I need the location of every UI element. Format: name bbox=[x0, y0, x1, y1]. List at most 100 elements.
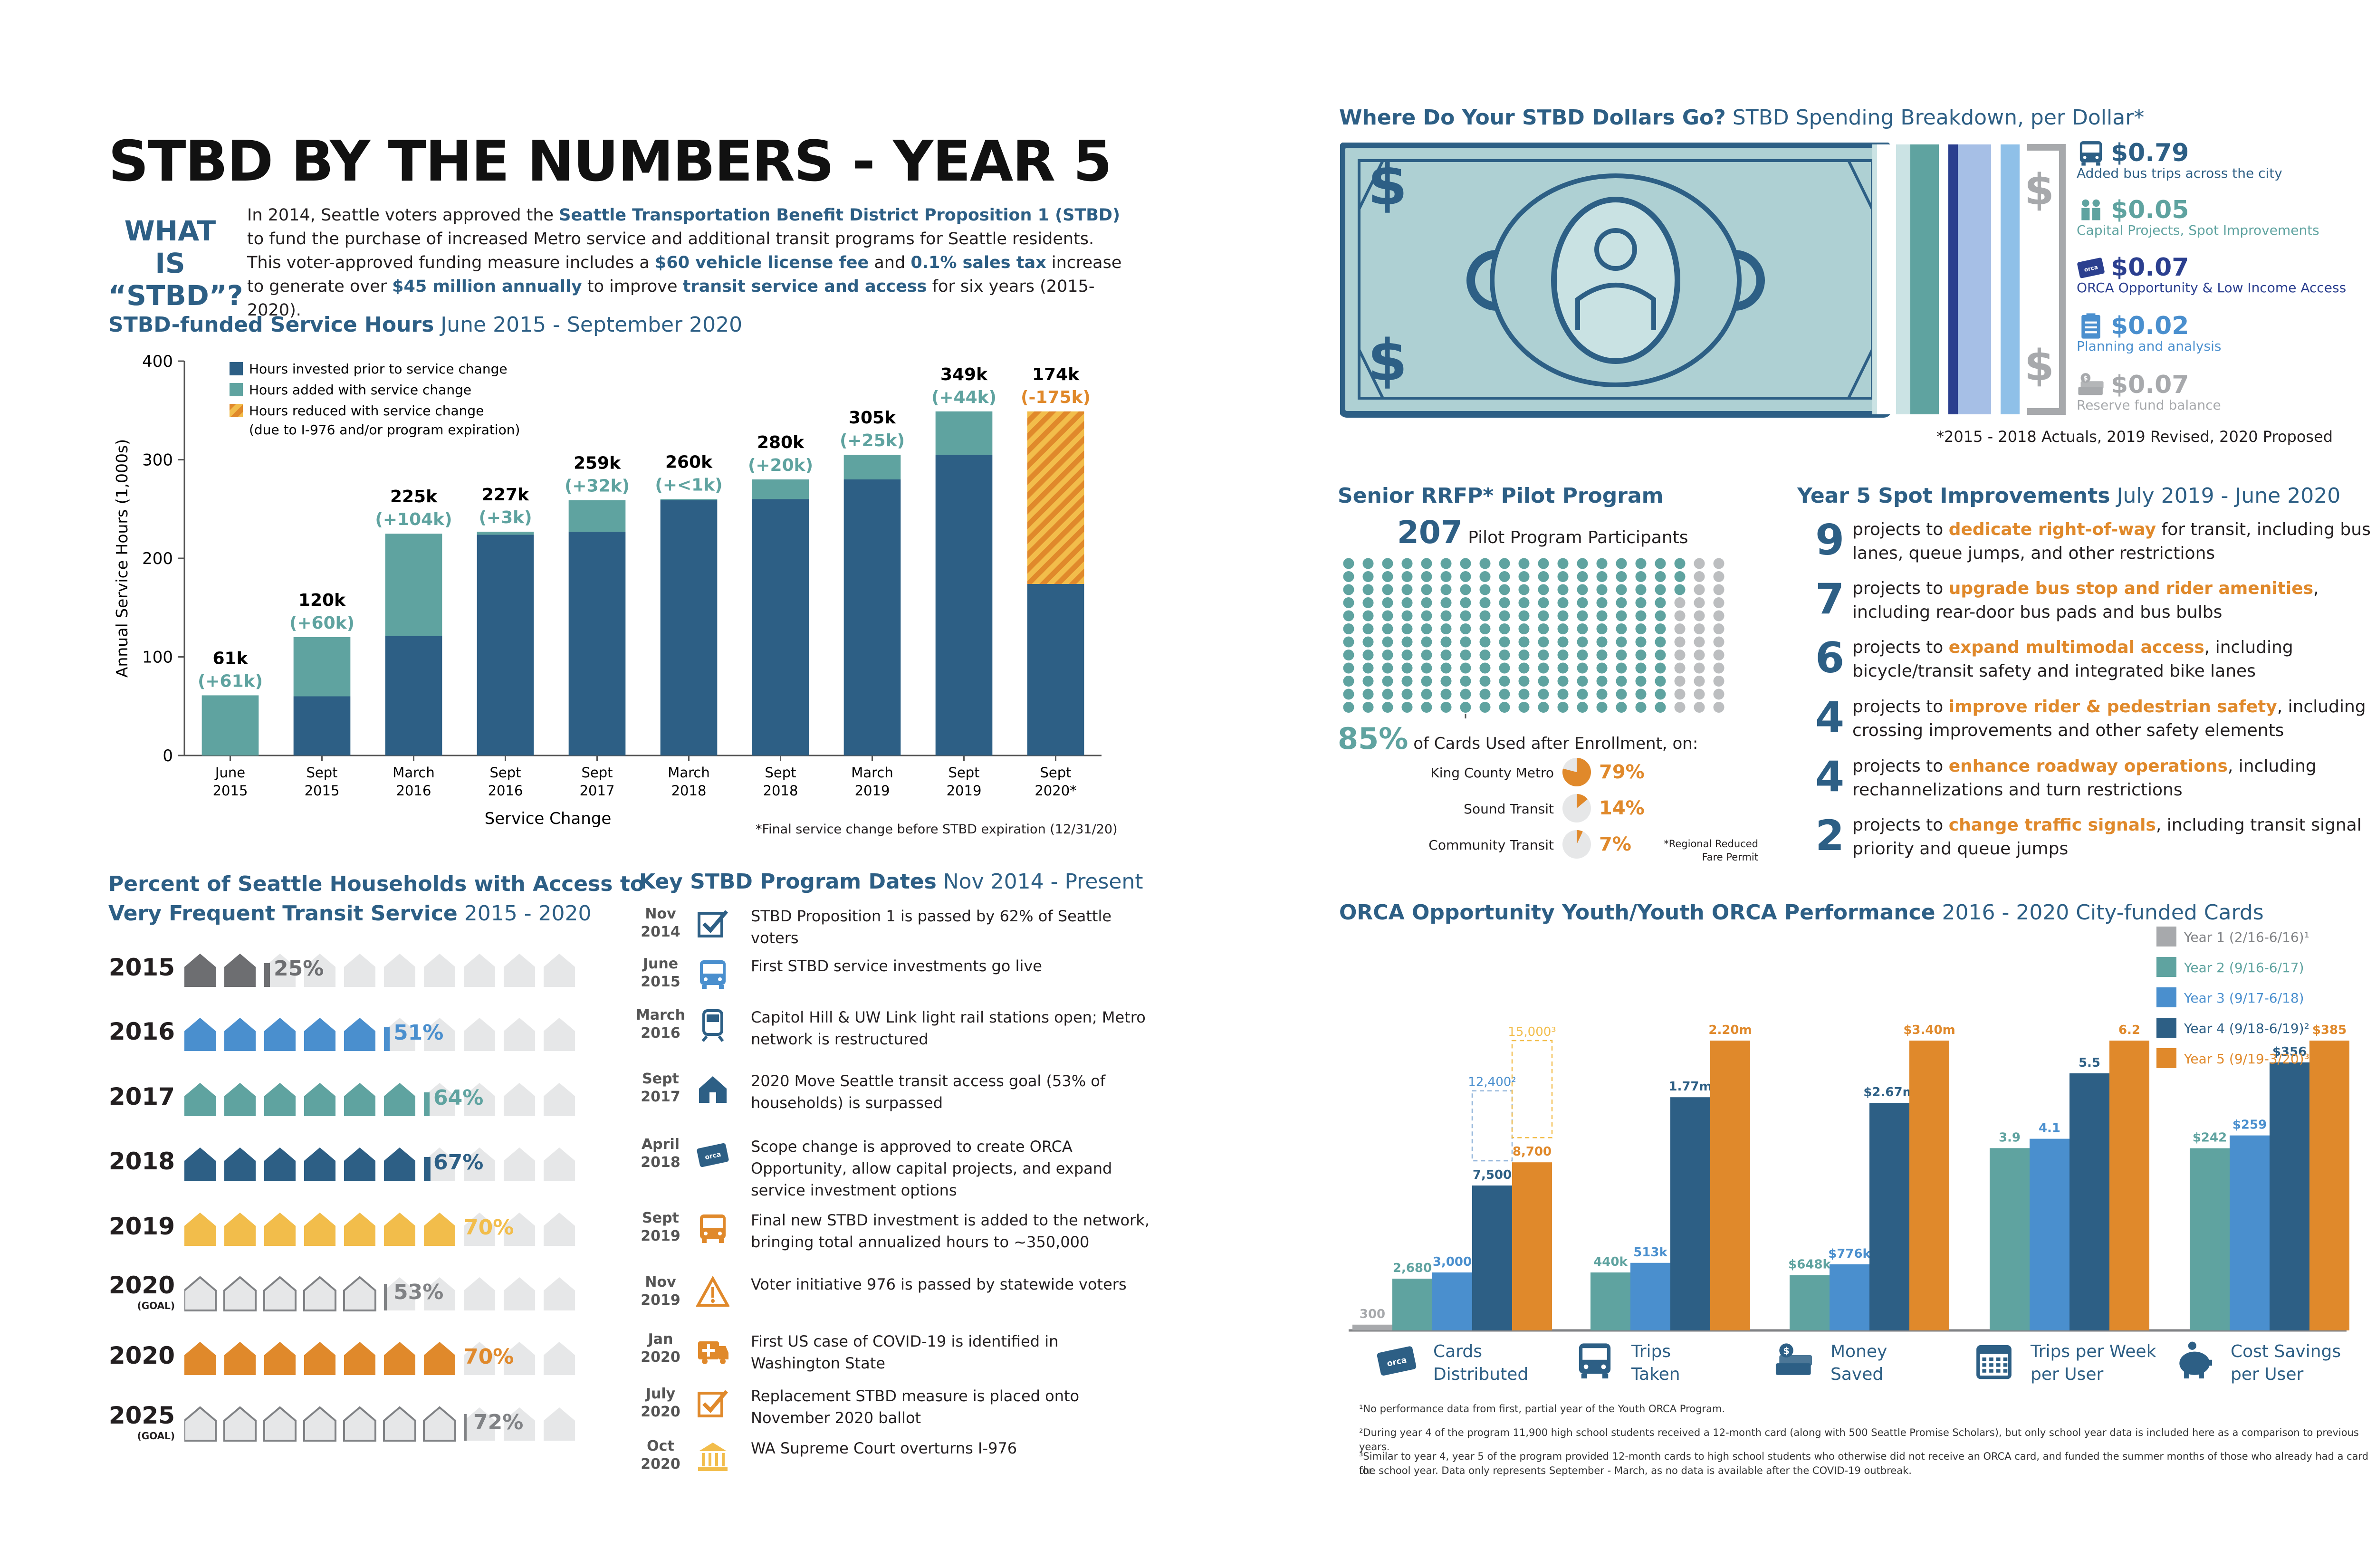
house-icon bbox=[304, 1342, 335, 1375]
spot-text: projects to upgrade bus stop and rider a… bbox=[1852, 577, 2376, 624]
participant-dot bbox=[1635, 584, 1647, 595]
house-icon bbox=[424, 1213, 455, 1246]
participant-dot bbox=[1401, 662, 1413, 674]
participant-dot bbox=[1479, 558, 1491, 569]
bus-icon bbox=[696, 957, 729, 991]
participant-dot bbox=[1460, 584, 1471, 595]
house-icon bbox=[224, 1407, 256, 1441]
house-icon bbox=[464, 1277, 495, 1310]
date-text: First STBD service investments go live bbox=[751, 957, 1042, 975]
participant-dot bbox=[1635, 662, 1647, 674]
participant-dot bbox=[1401, 702, 1413, 713]
participant-dot bbox=[1382, 623, 1393, 634]
participant-dot bbox=[1538, 650, 1549, 660]
bar-segment-2 bbox=[293, 637, 351, 697]
participant-dot bbox=[1655, 636, 1666, 648]
house-icon bbox=[504, 1277, 535, 1310]
households-heading-line2: Very Frequent Transit Service bbox=[108, 901, 458, 926]
empty-dot bbox=[1713, 558, 1725, 569]
participant-dot bbox=[1616, 688, 1627, 700]
participant-dot bbox=[1460, 676, 1471, 687]
date-year: 2016 bbox=[641, 1025, 680, 1042]
date-row: Sept 2017 2020 Move Seattle transit access… bbox=[632, 1070, 1145, 1118]
spot-text-post: , including transit signal priority and … bbox=[1852, 815, 2362, 859]
participant-dot bbox=[1499, 584, 1510, 595]
participant-dot bbox=[1499, 650, 1510, 660]
house-icon bbox=[184, 1277, 216, 1310]
money-stack-icon: $ bbox=[2078, 373, 2104, 395]
participant-dot bbox=[1343, 676, 1354, 687]
house-icon bbox=[184, 1276, 217, 1311]
bar-change-label: (+61k) bbox=[198, 671, 263, 691]
house-icon bbox=[264, 954, 296, 987]
piggy-leg bbox=[2199, 1371, 2204, 1379]
house-icon bbox=[344, 1342, 375, 1375]
y-axis-label: Annual Service Hours (1,000s) bbox=[113, 439, 131, 678]
participant-dot bbox=[1382, 662, 1393, 674]
date-month: Sept bbox=[642, 1071, 679, 1087]
house-icon bbox=[464, 1213, 495, 1246]
ambulance-wheel bbox=[702, 1358, 708, 1364]
bar-value-label: 513k bbox=[1633, 1245, 1667, 1260]
participant-dot bbox=[1557, 584, 1569, 595]
participant-dot bbox=[1421, 610, 1432, 621]
date-month: July bbox=[645, 1386, 676, 1402]
date-month: March bbox=[635, 1007, 686, 1023]
participant-dot bbox=[1635, 558, 1647, 569]
participant-dot bbox=[1557, 571, 1569, 582]
participant-dot bbox=[1518, 702, 1530, 713]
house-icon bbox=[224, 1213, 256, 1246]
household-year: 2025 bbox=[108, 1402, 175, 1429]
house-icon bbox=[184, 1147, 216, 1181]
house-icon bbox=[384, 1277, 415, 1310]
empty-dot bbox=[1674, 636, 1686, 648]
person-head bbox=[2082, 199, 2089, 207]
pie-slice bbox=[1577, 794, 1588, 808]
person-body bbox=[2081, 208, 2090, 220]
train-body bbox=[702, 1009, 723, 1036]
participant-dot bbox=[1479, 636, 1491, 648]
participant-dot bbox=[1616, 610, 1627, 621]
intro-t2: to fund the purchase of increased Metro … bbox=[247, 229, 1094, 272]
pie-slice bbox=[1562, 758, 1591, 786]
household-icons bbox=[184, 1083, 575, 1116]
participant-dot bbox=[1362, 636, 1374, 648]
participant-dot bbox=[1440, 688, 1452, 700]
calendar-cell bbox=[1996, 1369, 2001, 1373]
checkbox-box bbox=[698, 1392, 723, 1417]
house-icon bbox=[344, 1407, 375, 1441]
participant-dot bbox=[1382, 597, 1393, 608]
participant-dot bbox=[1635, 610, 1647, 621]
participant-dot bbox=[1440, 676, 1452, 687]
legend-label: Hours reduced with service change bbox=[249, 403, 484, 419]
house-icon bbox=[344, 1277, 375, 1310]
house-partial-icon bbox=[424, 1157, 431, 1181]
category-label: Cards bbox=[1433, 1342, 1482, 1361]
bus-light bbox=[1601, 1364, 1606, 1369]
house-partial-icon bbox=[384, 1284, 387, 1310]
dollar-bill-corners bbox=[1358, 160, 1874, 399]
bar-year-5 bbox=[1512, 1162, 1552, 1330]
household-row: 2018 67% bbox=[108, 1142, 603, 1189]
money-bill bbox=[1779, 1355, 1812, 1366]
household-pct: 25% bbox=[274, 956, 324, 981]
house-icon bbox=[263, 1406, 297, 1442]
participant-dot bbox=[1577, 623, 1588, 634]
ambulance-cab bbox=[719, 1346, 728, 1359]
checkbox-icon bbox=[696, 1387, 729, 1421]
bar-segment-1 bbox=[385, 636, 442, 755]
spending-value: $0.07 bbox=[2111, 253, 2189, 282]
intro-h1: Seattle Transportation Benefit District … bbox=[559, 206, 1120, 225]
legend-swatch bbox=[2156, 987, 2176, 1007]
house-icon bbox=[464, 1342, 495, 1375]
participant-dot bbox=[1674, 571, 1686, 582]
courthouse-base bbox=[698, 1467, 728, 1471]
date-year: 2019 bbox=[641, 1292, 680, 1309]
orca-chart: 300 2,680 3,000 7,500 12,400² 8,700 15,000³ orc… bbox=[1349, 927, 2349, 1384]
date-label: Jan 2020 bbox=[632, 1330, 689, 1367]
portrait-icon bbox=[1551, 197, 1680, 364]
participant-dot bbox=[1343, 623, 1354, 634]
spot-row: 7 projects to upgrade bus stop and rider … bbox=[1815, 573, 2376, 630]
x-tick-label: Sept bbox=[765, 765, 796, 781]
usage-pct: 14% bbox=[1599, 797, 1645, 819]
